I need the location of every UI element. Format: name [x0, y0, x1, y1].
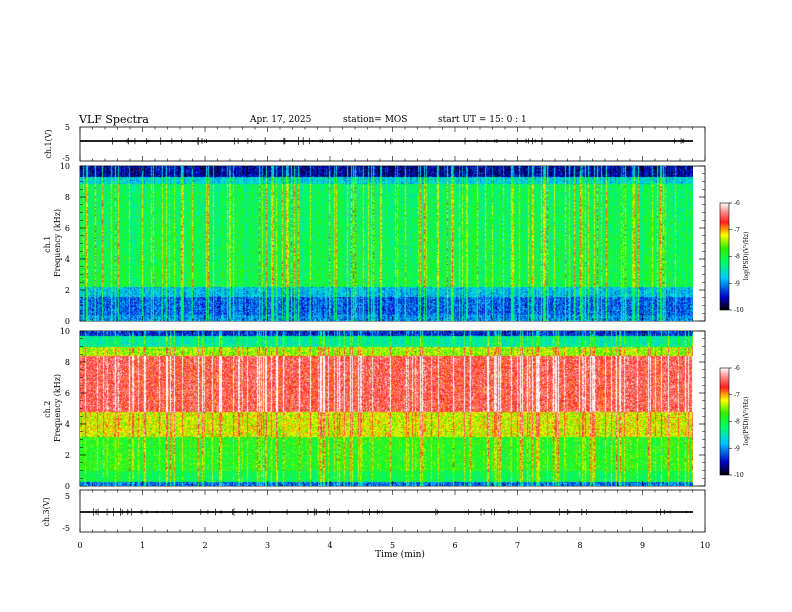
time-tick-label: 9: [640, 541, 645, 550]
ch1-channel-label: ch.1: [43, 236, 52, 253]
time-tick-label: 2: [202, 541, 207, 550]
freq-tick-label: 8: [65, 358, 70, 367]
ch2-frequency-label: Frequency (kHz): [53, 374, 62, 442]
spec1-raster: [80, 166, 693, 321]
ch1-colorbar-ticks: -6 -7 -8 -9 -10: [729, 200, 744, 314]
ch2-channel-label: ch.2: [43, 401, 52, 418]
colorbar-tick-label: -9: [734, 280, 740, 287]
time-tick-label: 7: [515, 541, 520, 550]
freq-tick-label: 0: [65, 317, 70, 326]
colorbar-tick-label: -9: [734, 445, 740, 452]
ch1-spectrogram-image: [80, 166, 693, 321]
figure-title: VLF Spectra: [79, 113, 149, 126]
time-tick-label: 6: [452, 541, 457, 550]
colorbar-tick-label: -10: [734, 472, 744, 479]
ch1-colorbar: -6 -7 -8 -9 -10 log(PSD)(V²/Hz): [719, 200, 750, 314]
ch1-spectrogram-ylabel: ch.1 Frequency (kHz): [43, 209, 62, 277]
freq-tick-label: 8: [65, 193, 70, 202]
freq-tick-label: 0: [65, 482, 70, 491]
freq-tick-label: 4: [65, 420, 70, 429]
colorbar-tick-label: -7: [734, 392, 740, 399]
ch1-spectrogram-panel: 0 2 4 6 8 10 ch.1 Frequency (kHz): [43, 162, 706, 326]
ch2-colorbar-ticks: -6 -7 -8 -9 -10: [729, 365, 744, 479]
freq-tick-label: 6: [65, 389, 70, 398]
spec2-raster: [80, 331, 693, 486]
freq-tick-label: 2: [65, 286, 70, 295]
time-axis-label: Time (min): [375, 549, 425, 560]
freq-tick-label: 10: [60, 327, 70, 336]
freq-tick-label: 6: [65, 224, 70, 233]
ch2-spectrogram-ylabel: ch.2 Frequency (kHz): [43, 374, 62, 442]
ch1-waveform-ylabel: ch.1(V): [44, 129, 53, 158]
time-tick-label: 8: [577, 541, 582, 550]
time-tick-label: 5: [390, 541, 395, 550]
ch1-waveform-spikes: [112, 137, 685, 145]
ch1-waveform-panel: 5 -5 ch.1(V): [44, 123, 706, 163]
ch1-spectrogram-yticks: 0 2 4 6 8 10: [60, 162, 705, 326]
ch2-colorbar-label: log(PSD)(V²/Hz): [743, 397, 750, 446]
ch2-colorbar: -6 -7 -8 -9 -10 log(PSD)(V²/Hz): [719, 365, 750, 479]
ch3-waveform-spikes: [93, 508, 687, 516]
colorbar-tick-label: -6: [734, 365, 740, 372]
ch2-colorbar-gradient: [719, 367, 730, 476]
freq-tick-label: 4: [65, 255, 70, 264]
ch1-frequency-label: Frequency (kHz): [53, 209, 62, 277]
colorbar-tick-label: -8: [734, 254, 740, 261]
time-tick-label: 1: [140, 541, 145, 550]
ch1-waveform-frame: [79, 126, 706, 162]
time-axis-ticks: [79, 127, 706, 532]
ch1-ytick-top: 5: [65, 123, 70, 132]
time-tick-label: 10: [700, 541, 710, 550]
ch3-waveform-frame: [79, 489, 706, 533]
ch2-spectrogram-image: [80, 331, 693, 486]
colorbar-tick-label: -7: [734, 227, 740, 234]
ch3-ytick-bottom: -5: [62, 524, 70, 533]
freq-tick-label: 2: [65, 451, 70, 460]
date-label: Apr. 17, 2025: [250, 115, 312, 125]
ch1-colorbar-label: log(PSD)(V²/Hz): [743, 232, 750, 281]
station-label: station= MOS: [343, 115, 408, 125]
ch3-ytick-top: 5: [65, 492, 70, 501]
colorbar-tick-label: -8: [734, 419, 740, 426]
ch3-waveform-panel: 5 -5 ch.3(V): [42, 489, 706, 533]
colorbar-tick-label: -10: [734, 307, 744, 314]
ch2-spectrogram-panel: 0 2 4 6 8 10 ch.2 Frequency (kHz): [43, 327, 706, 491]
ch3-waveform-ylabel: ch.3(V): [42, 497, 51, 526]
ch1-ytick-bottom: -5: [62, 154, 70, 163]
start-time-label: start UT = 15: 0 : 1: [438, 115, 527, 125]
time-axis-tick-labels: 0 1 2 3 4 5 6 7 8 9 10: [77, 541, 710, 550]
time-tick-label: 4: [327, 541, 332, 550]
time-tick-label: 0: [77, 541, 82, 550]
colorbar-tick-label: -6: [734, 200, 740, 207]
freq-tick-label: 10: [60, 162, 70, 171]
ch1-colorbar-gradient: [719, 202, 730, 311]
ch2-spectrogram-yticks: 0 2 4 6 8 10: [60, 327, 705, 491]
time-tick-label: 3: [265, 541, 270, 550]
